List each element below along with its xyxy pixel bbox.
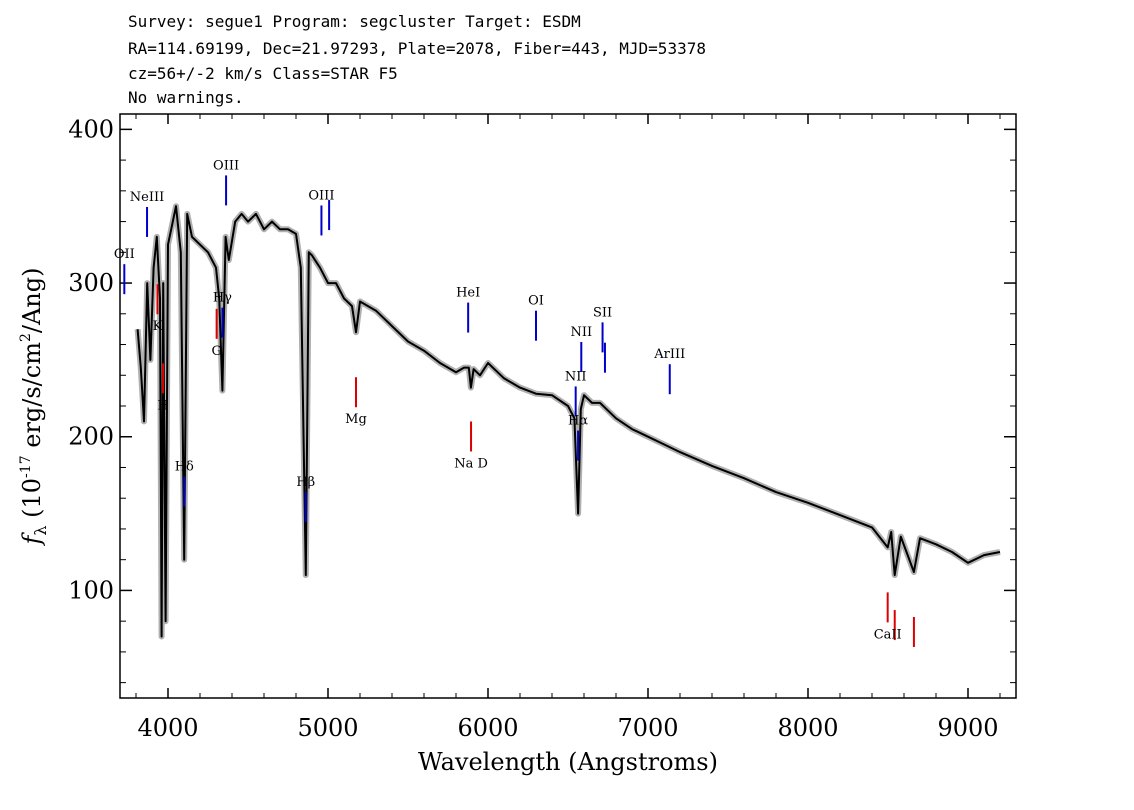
y-axis-label-exp2: 2 <box>18 333 34 342</box>
absorption-line-label: Na D <box>454 456 488 471</box>
x-tick-label: 6000 <box>457 714 518 742</box>
absorption-line-label: CaII <box>874 627 902 642</box>
emission-line-label: OIII <box>308 188 334 203</box>
emission-line-label: ArIII <box>653 347 685 362</box>
header-line-3: cz=56+/-2 km/s Class=STAR F5 <box>128 64 398 83</box>
x-tick-label: 4000 <box>137 714 198 742</box>
absorption-line-label: H <box>157 398 168 413</box>
y-axis-label: fλ (10-17 erg/s/cm2/Ang) <box>18 268 50 547</box>
x-tick-label: 8000 <box>777 714 838 742</box>
header-line-2: RA=114.69199, Dec=21.97293, Plate=2078, … <box>128 39 706 58</box>
x-tick-label: 5000 <box>297 714 358 742</box>
x-axis-label: Wavelength (Angstroms) <box>418 748 718 776</box>
absorption-line-label: Mg <box>345 412 367 427</box>
y-tick-label: 300 <box>68 269 114 297</box>
y-tick-label: 400 <box>68 115 114 143</box>
y-axis-label-units-b: erg/s/cm <box>18 342 46 456</box>
emission-line-label: HeI <box>456 286 480 301</box>
y-tick-label: 100 <box>68 576 114 604</box>
emission-line-label: NII <box>570 325 592 340</box>
spectrum-line <box>136 205 1001 638</box>
header-line-4: No warnings. <box>128 88 244 107</box>
y-axis-label-subscript: λ <box>31 525 50 535</box>
emission-line-label: SII <box>593 305 612 320</box>
x-tick-label: 9000 <box>937 714 998 742</box>
emission-line-label: OII <box>114 247 135 262</box>
y-tick-label: 200 <box>68 423 114 451</box>
emission-line-label: NII <box>565 369 587 384</box>
emission-line-label: NeIII <box>130 190 164 205</box>
emission-line-label: OIII <box>213 158 239 173</box>
y-axis-label-exp1: -17 <box>18 455 34 478</box>
emission-line-label: Hγ <box>213 291 232 306</box>
header-line-1: Survey: segue1 Program: segcluster Targe… <box>128 12 581 31</box>
emission-line-label: Hδ <box>175 459 194 474</box>
absorption-line-label: G <box>211 344 221 359</box>
emission-line-label: Hα <box>568 414 588 429</box>
absorption-line-label: K <box>153 319 163 334</box>
x-tick-label: 7000 <box>617 714 678 742</box>
y-axis-label-units-a: (10 <box>18 478 46 526</box>
emission-line-label: OI <box>528 294 544 309</box>
emission-line-label: Hβ <box>296 475 315 490</box>
y-axis-label-units-c: /Ang) <box>18 268 46 334</box>
